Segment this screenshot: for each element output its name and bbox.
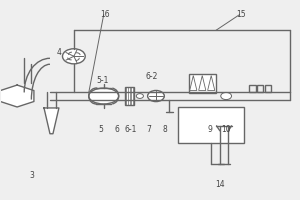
Circle shape — [148, 90, 164, 102]
Circle shape — [62, 49, 85, 64]
Text: 16: 16 — [100, 10, 110, 19]
Circle shape — [136, 94, 143, 98]
Polygon shape — [208, 76, 215, 90]
Polygon shape — [190, 76, 197, 90]
Ellipse shape — [89, 88, 118, 104]
Circle shape — [221, 92, 232, 100]
Text: 9: 9 — [207, 125, 212, 134]
Text: 6-2: 6-2 — [145, 72, 158, 81]
Text: 8: 8 — [163, 125, 167, 134]
Text: 15: 15 — [236, 10, 246, 19]
Text: 5-1: 5-1 — [96, 76, 108, 85]
Text: 6-1: 6-1 — [124, 125, 137, 134]
Bar — [257, 85, 263, 92]
Text: 6: 6 — [115, 125, 120, 134]
Bar — [265, 85, 271, 92]
Polygon shape — [0, 85, 34, 107]
Text: 5: 5 — [98, 125, 103, 134]
Bar — [249, 85, 256, 92]
Bar — [125, 87, 134, 105]
Text: 7: 7 — [146, 125, 151, 134]
Bar — [178, 107, 244, 143]
Text: 4: 4 — [56, 48, 61, 57]
Text: 3: 3 — [30, 171, 34, 180]
Text: 14: 14 — [215, 180, 225, 189]
Text: 10: 10 — [221, 125, 231, 134]
Polygon shape — [199, 76, 206, 90]
Polygon shape — [44, 108, 59, 134]
Bar — [189, 74, 216, 93]
